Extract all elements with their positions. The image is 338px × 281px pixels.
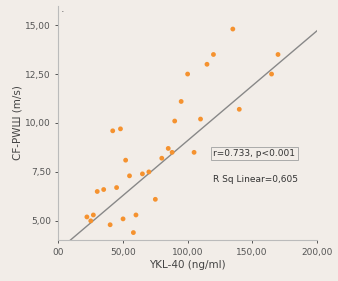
Point (101, 187, 106, 192)
Point (140, 172, 145, 176)
Point (159, 156, 165, 160)
Text: ·: · (61, 7, 65, 17)
X-axis label: YKL-40 (ng/ml): YKL-40 (ng/ml) (149, 260, 226, 270)
Point (88, 219, 94, 223)
Point (191, 150, 197, 155)
Point (110, 129, 115, 133)
Point (237, 107, 242, 112)
Y-axis label: CF-PWШ (m/s): CF-PWШ (m/s) (12, 85, 22, 160)
Point (204, 62, 210, 67)
Point (95, 189, 100, 194)
Point (127, 174, 132, 178)
Point (230, 27, 236, 31)
Point (153, 197, 158, 201)
Point (166, 146, 171, 151)
Point (123, 158, 128, 162)
Point (275, 52, 281, 57)
Point (91, 213, 96, 217)
Point (118, 127, 123, 131)
Point (131, 230, 136, 235)
Point (185, 72, 190, 76)
Point (107, 223, 113, 227)
Point (198, 117, 203, 121)
Point (269, 72, 274, 76)
Point (172, 119, 177, 123)
Point (114, 185, 119, 190)
Point (120, 217, 126, 221)
Point (169, 150, 175, 155)
Point (133, 213, 139, 217)
Text: R Sq Linear=0,605: R Sq Linear=0,605 (214, 175, 298, 184)
Text: r=0.733, p<0.001: r=0.733, p<0.001 (214, 149, 295, 158)
Point (211, 52, 216, 57)
Point (84, 215, 90, 219)
Point (146, 170, 151, 174)
Point (178, 99, 184, 104)
